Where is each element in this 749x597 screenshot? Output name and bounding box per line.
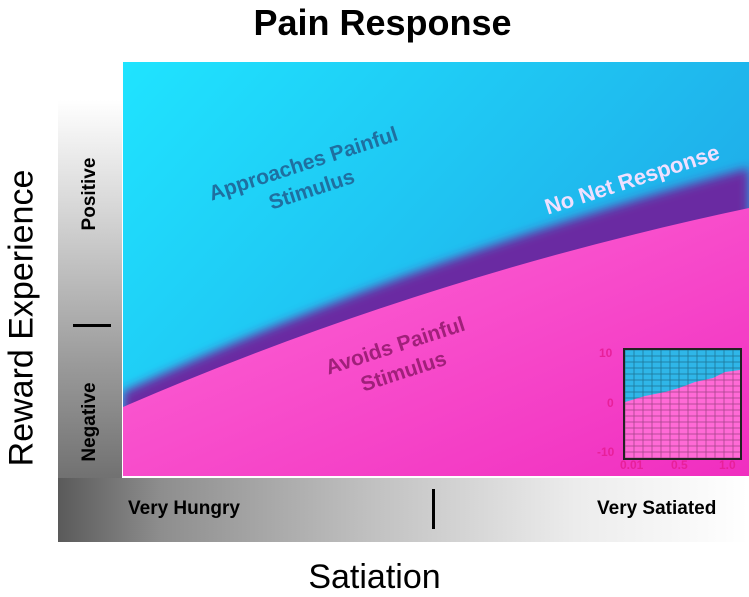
- chart-title: Pain Response: [253, 2, 512, 43]
- negative-label: Negative: [79, 382, 100, 462]
- inset-ytick-bottom: -10: [597, 445, 615, 459]
- plot-area: Approaches Painful Stimulus Avoids Painf…: [123, 62, 749, 476]
- inset-svg: [625, 350, 740, 458]
- x-axis-label: Satiation: [308, 558, 441, 596]
- x-axis-midline-tick: [432, 489, 435, 529]
- inset-xtick-mid: 0.5: [671, 458, 688, 472]
- very-hungry-label: Very Hungry: [128, 498, 240, 519]
- inset-grid: [625, 350, 740, 458]
- inset-xtick-left: 0.01: [620, 458, 644, 472]
- inset-chart: [623, 348, 742, 460]
- y-axis-label: Reward Experience: [2, 169, 41, 467]
- x-gradient-band: [58, 478, 748, 542]
- inset-xtick-right: 1.0: [719, 458, 736, 472]
- positive-label: Positive: [79, 157, 100, 231]
- y-axis-midline-tick: [73, 324, 111, 327]
- inset-ytick-top: 10: [599, 346, 613, 360]
- avoid-region: [123, 208, 749, 476]
- y-gradient-band: [58, 100, 122, 542]
- inset-ytick-mid: 0: [607, 396, 614, 410]
- very-satiated-label: Very Satiated: [597, 498, 717, 519]
